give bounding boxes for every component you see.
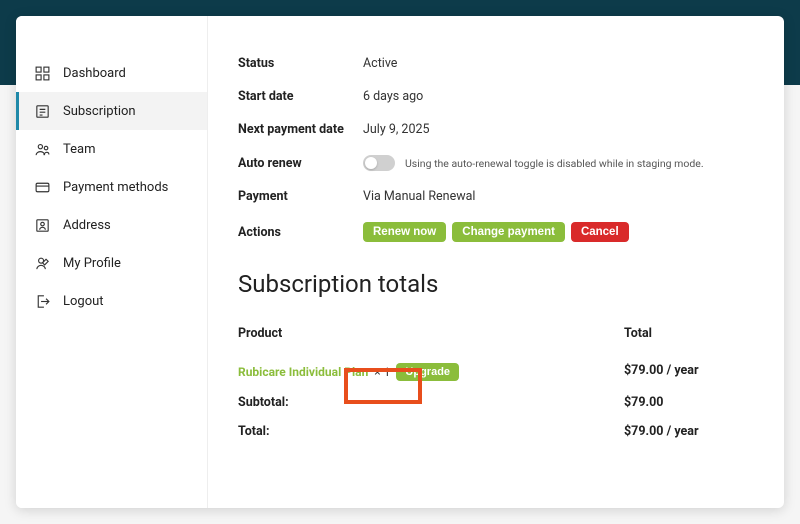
row-next-payment: Next payment date July 9, 2025 (238, 122, 744, 137)
row-payment: Payment Via Manual Renewal (238, 189, 744, 204)
auto-renew-label: Auto renew (238, 156, 363, 171)
payment-label: Payment (238, 189, 363, 204)
content-area: Status Active Start date 6 days ago Next… (208, 16, 784, 508)
row-start-date: Start date 6 days ago (238, 89, 744, 104)
next-payment-value: July 9, 2025 (363, 122, 430, 137)
next-payment-label: Next payment date (238, 122, 363, 137)
sidebar-item-label: Address (63, 218, 111, 233)
sidebar-item-label: Subscription (63, 104, 136, 119)
col-header-total: Total (624, 326, 744, 341)
product-cell: Rubicare Individual Plan × 1 Upgrade (238, 363, 624, 381)
sidebar-item-subscription[interactable]: Subscription (16, 92, 207, 130)
auto-renew-note: Using the auto-renewal toggle is disable… (405, 157, 704, 170)
sidebar-item-label: My Profile (63, 256, 121, 271)
auto-renew-value: Using the auto-renewal toggle is disable… (363, 155, 704, 171)
sidebar-item-payment-methods[interactable]: Payment methods (16, 168, 207, 206)
status-label: Status (238, 56, 363, 71)
sidebar-item-address[interactable]: Address (16, 206, 207, 244)
sidebar-item-label: Team (63, 142, 96, 157)
sidebar: Dashboard Subscription Team Payment meth… (16, 16, 208, 508)
profile-icon (33, 254, 51, 272)
upgrade-button[interactable]: Upgrade (396, 363, 459, 381)
row-actions: Actions Renew now Change payment Cancel (238, 222, 744, 242)
row-status: Status Active (238, 56, 744, 71)
product-link[interactable]: Rubicare Individual Plan (238, 365, 368, 379)
renew-now-button[interactable]: Renew now (363, 222, 446, 242)
address-icon (33, 216, 51, 234)
main-panel: Dashboard Subscription Team Payment meth… (16, 16, 784, 508)
subscription-icon (33, 102, 51, 120)
cancel-button[interactable]: Cancel (571, 222, 629, 242)
sidebar-item-label: Payment methods (63, 180, 168, 195)
auto-renew-toggle[interactable] (363, 155, 395, 171)
actions-label: Actions (238, 225, 363, 240)
product-total: $79.00 / year (624, 363, 744, 381)
team-icon (33, 140, 51, 158)
product-row: Rubicare Individual Plan × 1 Upgrade $79… (238, 363, 744, 381)
subtotal-value: $79.00 (624, 395, 744, 410)
subscription-totals-heading: Subscription totals (238, 270, 744, 298)
subtotal-row: Subtotal: $79.00 (238, 395, 744, 410)
actions-group: Renew now Change payment Cancel (363, 222, 629, 242)
totals-table-header: Product Total (238, 326, 744, 341)
row-auto-renew: Auto renew Using the auto-renewal toggle… (238, 155, 744, 171)
payment-value: Via Manual Renewal (363, 189, 475, 204)
dashboard-icon (33, 64, 51, 82)
col-header-product: Product (238, 326, 624, 341)
logout-icon (33, 292, 51, 310)
sidebar-item-team[interactable]: Team (16, 130, 207, 168)
product-qty: × 1 (374, 365, 390, 379)
start-date-label: Start date (238, 89, 363, 104)
sidebar-item-label: Logout (63, 294, 104, 309)
total-label: Total: (238, 424, 624, 439)
credit-card-icon (33, 178, 51, 196)
sidebar-item-dashboard[interactable]: Dashboard (16, 54, 207, 92)
total-value: $79.00 / year (624, 424, 744, 439)
subtotal-label: Subtotal: (238, 395, 624, 410)
sidebar-item-my-profile[interactable]: My Profile (16, 244, 207, 282)
start-date-value: 6 days ago (363, 89, 423, 104)
total-row: Total: $79.00 / year (238, 424, 744, 439)
sidebar-item-logout[interactable]: Logout (16, 282, 207, 320)
sidebar-item-label: Dashboard (63, 66, 126, 81)
change-payment-button[interactable]: Change payment (452, 222, 565, 242)
status-value: Active (363, 56, 397, 71)
